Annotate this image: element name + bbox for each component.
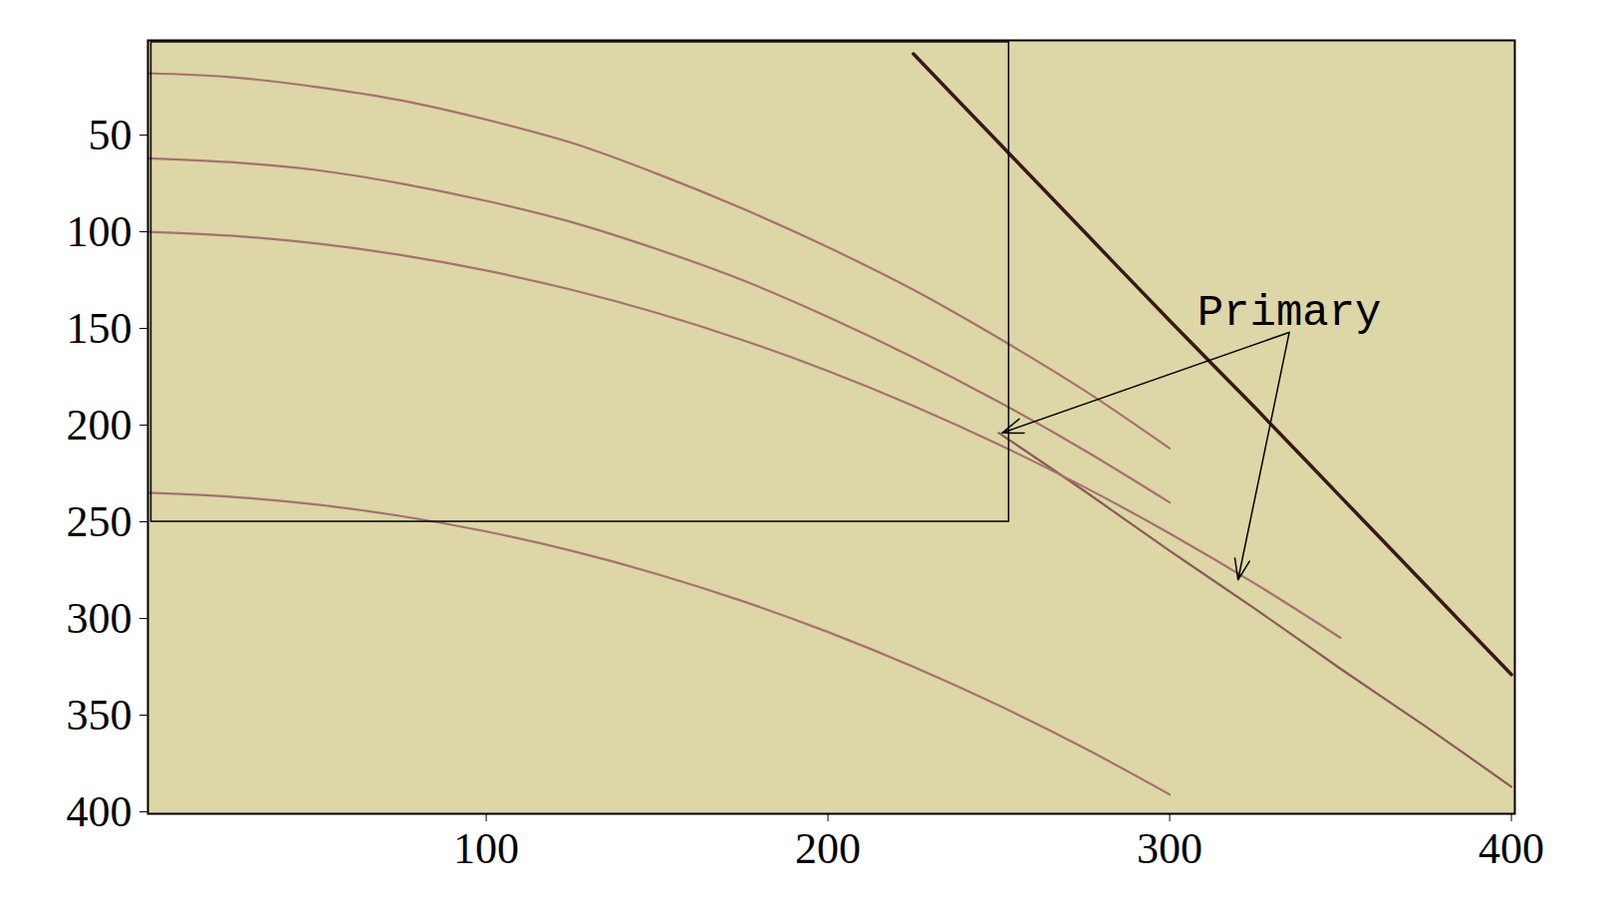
svg-text:250: 250 <box>66 497 133 546</box>
svg-text:300: 300 <box>66 593 133 643</box>
svg-text:200: 200 <box>795 823 861 873</box>
svg-text:350: 350 <box>66 690 133 740</box>
svg-text:100: 100 <box>66 207 133 257</box>
svg-text:Primary: Primary <box>1197 287 1382 338</box>
svg-text:50: 50 <box>88 110 133 160</box>
svg-text:150: 150 <box>66 303 133 353</box>
svg-text:400: 400 <box>1478 823 1545 873</box>
svg-text:200: 200 <box>66 400 133 450</box>
svg-text:300: 300 <box>1136 823 1203 873</box>
svg-text:100: 100 <box>453 823 520 873</box>
svg-text:400: 400 <box>66 787 133 836</box>
